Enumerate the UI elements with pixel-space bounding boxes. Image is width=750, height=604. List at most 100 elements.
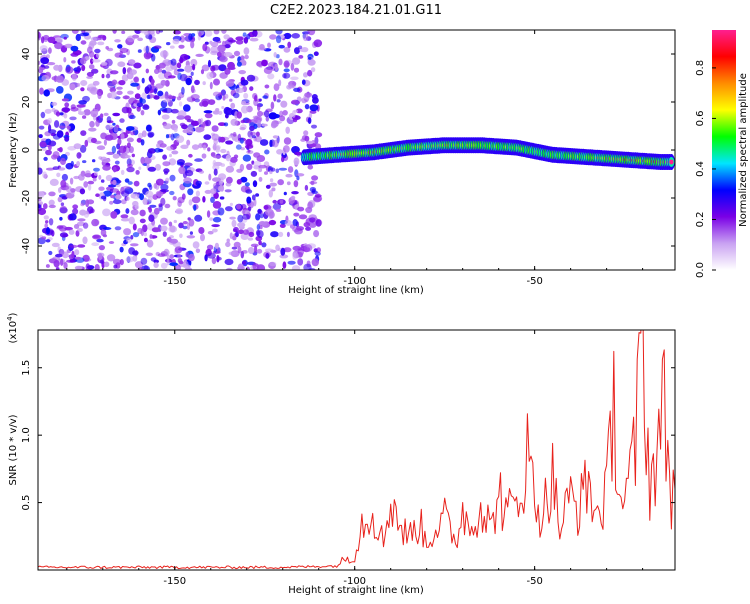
spectrogram-noise-cell <box>302 33 309 42</box>
spectrogram-noise-cell <box>158 30 163 33</box>
spectrogram-noise-cell <box>169 174 176 182</box>
spectrogram-noise-cell <box>80 87 85 92</box>
spectrogram-noise-cell <box>258 240 262 246</box>
spectrogram-noise-cell <box>229 232 233 239</box>
spectrogram-noise-cell <box>76 82 81 87</box>
spectrogram-noise-cell <box>130 235 134 240</box>
spectrogram-noise-cell <box>82 115 87 119</box>
spectrogram-noise-cell <box>43 156 48 161</box>
spectrogram-noise-cell <box>228 134 233 139</box>
spectrogram-noise-cell <box>38 125 45 130</box>
spectrogram-noise-cell <box>273 83 280 91</box>
spectrogram-noise-cell <box>82 160 87 164</box>
spectrogram-noise-cell <box>287 260 296 265</box>
spectrogram-noise-cell <box>185 169 194 177</box>
spectrogram-noise-cell <box>246 163 253 170</box>
spectrogram-noise-cell <box>283 68 290 73</box>
spectrogram-noise-cell <box>88 51 95 58</box>
spectrogram-noise-cell <box>165 66 174 72</box>
spectrogram-noise-cell <box>242 250 248 254</box>
spectrogram-noise-cell <box>76 104 86 108</box>
spectrogram-noise-cell <box>93 108 99 115</box>
spectrogram-noise-cell <box>106 151 115 155</box>
spectrogram-noise-cell <box>307 117 312 124</box>
spectrogram-noise-cell <box>44 108 52 114</box>
spectrogram-noise-cell <box>283 145 290 153</box>
spectrogram-noise-cell <box>132 250 139 256</box>
spectrogram-noise-cell <box>134 204 140 210</box>
spectrogram-noise-cell <box>248 231 255 238</box>
spectrogram-noise-cell <box>168 225 178 233</box>
spectrogram-noise-cell <box>213 78 220 86</box>
spectrogram-noise-cell <box>251 135 257 139</box>
spectrogram-noise-cell <box>169 190 175 196</box>
spectrogram-noise-cell <box>94 264 100 270</box>
spectrogram-noise-cell <box>60 202 65 206</box>
spectrogram-noise-cell <box>212 216 222 223</box>
spectrogram-noise-cell <box>143 156 152 164</box>
spectrogram-noise-cell <box>80 80 88 86</box>
spectrogram-noise-cell <box>39 45 48 52</box>
spectrogram-noise-cell <box>250 170 258 177</box>
spectrogram-noise-cell <box>212 159 217 167</box>
spectrogram-noise-cell <box>286 231 290 238</box>
spectrogram-noise-cell <box>108 241 115 244</box>
spectrogram-noise-cell <box>132 34 140 39</box>
snr-ylabel: SNR (10 * v/v) <box>8 414 19 485</box>
spectrogram-noise-cell <box>140 110 145 116</box>
spectrogram-noise-cell <box>41 74 50 82</box>
spectrogram-noise-cell <box>112 179 117 186</box>
spectrogram-noise-cell <box>282 110 288 116</box>
spectrogram-noise-cell <box>272 203 282 211</box>
spectrogram-noise-cell <box>141 130 147 138</box>
spectrogram-noise-cell <box>293 87 301 92</box>
spectrogram-noise-cell <box>191 98 196 102</box>
spectrogram-noise-cell <box>185 77 192 86</box>
spectrogram-noise-cell <box>283 32 292 40</box>
spectrogram-noise-cell <box>128 146 134 154</box>
spectrogram-noise-cell <box>116 86 123 90</box>
spectrogram-noise-cell <box>164 92 169 100</box>
spectrogram-noise-cell <box>183 177 193 184</box>
spectrogram-noise-cell <box>197 118 202 125</box>
spectrogram-noise-cell <box>140 257 148 265</box>
spectrogram-noise-cell <box>282 72 291 79</box>
spectrogram-noise-cell <box>144 31 149 36</box>
spectrogram-noise-cell <box>247 130 253 138</box>
spectrogram-noise-cell <box>153 45 162 49</box>
spectrogram-noise-cell <box>255 213 261 221</box>
spectrogram-noise-cell <box>219 136 226 143</box>
spectrogram-noise-cell <box>106 186 114 191</box>
colorbar-tick-label: 0.8 <box>695 60 706 76</box>
spectrogram-noise-cell <box>140 156 145 165</box>
spectrogram-noise-cell <box>211 224 220 228</box>
spectrogram-noise-cell <box>48 191 56 197</box>
spectrogram-noise-cell <box>174 246 183 254</box>
spectrogram-noise-cell <box>240 79 249 86</box>
spectrogram-noise-cell <box>146 84 152 91</box>
spectrogram-noise-cell <box>257 110 263 117</box>
spectrogram-noise-cell <box>45 149 52 156</box>
spectrogram-noise-cell <box>278 44 285 49</box>
spectrogram-noise-cell <box>41 236 47 240</box>
spectrogram-noise-cell <box>178 166 186 175</box>
spectrogram-noise-cell <box>212 228 218 233</box>
spectrogram-noise-cell <box>212 177 221 182</box>
spectrogram-noise-cell <box>133 76 139 83</box>
spectrogram-noise-cell <box>224 258 234 266</box>
spectrogram-noise-cell <box>155 190 164 197</box>
spectrogram-noise-cell <box>223 122 229 127</box>
spectrogram-noise-cell <box>112 199 122 205</box>
spectrogram-noise-cell <box>169 153 172 158</box>
spectrogram-noise-cell <box>237 229 244 235</box>
spectrogram-noise-cell <box>310 67 316 73</box>
spectrogram-noise-cell <box>207 59 212 68</box>
spectrogram-noise-cell <box>80 40 87 45</box>
spectrogram-noise-cell <box>202 81 206 86</box>
spectrogram-noise-cell <box>71 30 79 34</box>
spectrogram-noise-cell <box>203 110 213 114</box>
spectrogram-noise-cell <box>298 45 303 50</box>
spectrogram-noise-cell <box>208 173 212 181</box>
spectrogram-noise-cell <box>71 250 75 259</box>
spectrogram-noise-cell <box>74 256 81 260</box>
